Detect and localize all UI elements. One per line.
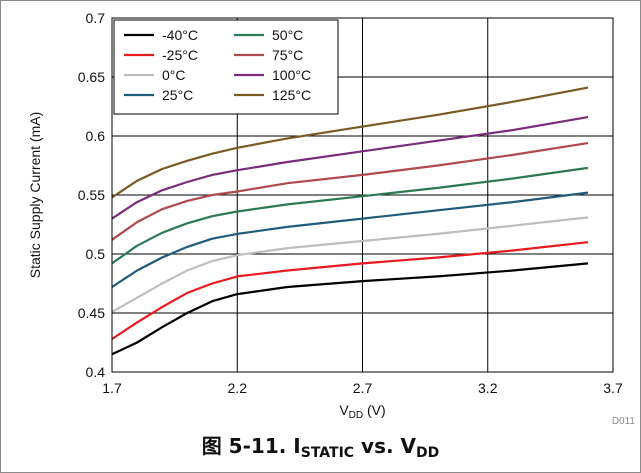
series-line: [111, 86, 589, 199]
x-axis-label-main: V: [339, 402, 349, 418]
series-line: [111, 262, 589, 356]
series-line: [111, 116, 589, 220]
series-line: [111, 142, 589, 241]
y-tick-labels: 0.4 0.45 0.5 0.55 0.6 0.65 0.7: [78, 10, 105, 380]
x-tick-label: 2.2: [228, 380, 248, 396]
x-tick-labels: 1.7 2.2 2.7 3.2 3.7: [102, 380, 623, 396]
legend-label: 25°C: [162, 87, 193, 103]
legend-label: 100°C: [272, 67, 311, 83]
y-tick-label: 0.55: [78, 187, 105, 203]
y-tick-label: 0.7: [86, 10, 106, 26]
x-tick-label: 2.7: [353, 380, 373, 396]
y-axis-label: Static Supply Current (mA): [27, 112, 43, 279]
x-axis-label-sub: DD: [349, 410, 363, 421]
figure-id: D011: [611, 416, 635, 427]
y-tick-label: 0.65: [78, 69, 105, 85]
figure-caption: 图 5-11. ISTATIC vs. VDD: [0, 430, 641, 461]
caption-main-2: vs. V: [354, 434, 417, 458]
caption-prefix: 图 5-11.: [201, 434, 287, 458]
series-line: [111, 241, 589, 340]
x-axis-label-unit: (V): [363, 402, 386, 418]
caption-main-1: I: [293, 434, 301, 458]
y-tick-label: 0.4: [86, 364, 106, 380]
x-tick-label: 1.7: [102, 380, 122, 396]
x-tick-label: 3.2: [478, 380, 498, 396]
series-line: [111, 191, 589, 288]
legend-label: 75°C: [272, 47, 303, 63]
caption-sub-1: STATIC: [300, 445, 355, 461]
legend-label: 50°C: [272, 27, 303, 43]
legend-label: -40°C: [162, 27, 198, 43]
y-tick-label: 0.6: [86, 128, 106, 144]
legend-label: 0°C: [162, 67, 186, 83]
legend: -40°C -25°C 0°C 25°C 50°C 75°C 100°C 125°C: [113, 19, 339, 115]
legend-label: -25°C: [162, 47, 198, 63]
series-line: [111, 216, 589, 313]
series-line: [111, 166, 589, 265]
plot-area-border: [111, 17, 614, 373]
y-tick-label: 0.5: [86, 246, 106, 262]
y-tick-label: 0.45: [78, 305, 105, 321]
series-lines: [111, 86, 589, 356]
x-tick-label: 3.7: [603, 380, 623, 396]
x-axis-label: VDD (V): [339, 402, 385, 421]
caption-sub-2: DD: [416, 445, 440, 461]
legend-label: 125°C: [272, 87, 311, 103]
